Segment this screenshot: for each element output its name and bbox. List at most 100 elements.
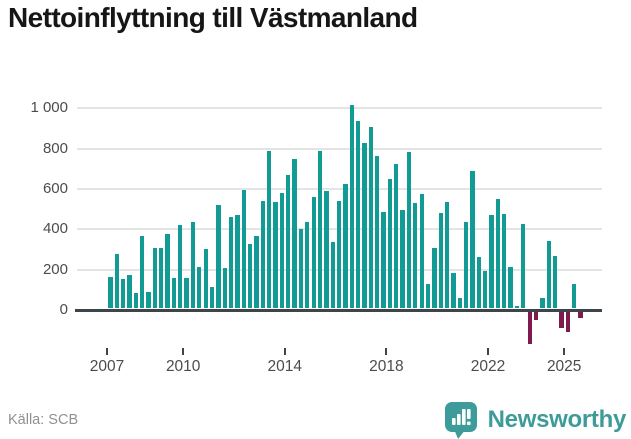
bar-2018-q1 [387, 179, 393, 309]
bar-2021-q4 [483, 271, 488, 309]
bar-2012-q1 [235, 214, 240, 309]
bar-2013-q3 [273, 201, 278, 309]
bar-2021-q3 [476, 257, 482, 309]
bar-2011-q2 [216, 204, 221, 309]
newsworthy-wordmark: Newsworthy [487, 406, 627, 433]
bar-2024-q2 [546, 240, 551, 309]
bar-2025-q3 [578, 311, 583, 318]
bar-2016-q3 [349, 104, 354, 309]
bar-2012-q2 [241, 190, 246, 309]
bar-2025-q1 [565, 311, 570, 332]
bar-2015-q4 [330, 241, 335, 309]
bar-2019-q3 [425, 284, 431, 309]
y-axis-label: 600 [42, 179, 68, 197]
bar-2007-q2 [114, 254, 119, 309]
bar-2024-q3 [552, 256, 558, 309]
bar-2016-q4 [356, 120, 361, 309]
y-axis-label: 1 000 [30, 99, 68, 117]
bar-2011-q4 [228, 216, 234, 309]
bar-2020-q4 [457, 298, 462, 309]
bar-2009-q4 [178, 224, 183, 309]
newsworthy-logo: Newsworthy [444, 401, 626, 439]
bar-2024-q1 [540, 298, 545, 309]
bar-2014-q1 [286, 175, 291, 309]
bar-2019-q2 [419, 194, 424, 309]
bar-2018-q2 [394, 164, 399, 309]
bar-2018-q4 [406, 152, 412, 309]
bar-2009-q3 [171, 278, 177, 309]
y-axis-label: 0 [59, 301, 68, 318]
x-axis-label-2018: 2018 [369, 358, 404, 375]
y-axis-label: 800 [42, 139, 68, 157]
page-title: Nettoinflyttning till Västmanland [8, 2, 418, 33]
bar-2009-q1 [159, 247, 164, 309]
x-tick-2007 [106, 348, 108, 355]
x-axis-label-2010: 2010 [165, 358, 201, 375]
bar-2013-q1 [260, 200, 266, 309]
x-axis-label-2025: 2025 [546, 358, 582, 375]
bar-2022-q2 [495, 198, 501, 309]
bar-2010-q3 [197, 267, 202, 309]
bar-2008-q2 [140, 235, 145, 309]
bar-2011-q1 [209, 287, 215, 309]
bar-2020-q1 [438, 212, 443, 309]
bar-2023-q4 [533, 311, 539, 320]
bar-2022-q4 [508, 267, 513, 309]
x-tick-2022 [487, 348, 489, 355]
bar-2015-q1 [311, 196, 316, 309]
bar-2008-q3 [146, 292, 151, 309]
bar-2023-q3 [527, 311, 532, 344]
bar-2009-q2 [165, 233, 170, 309]
bar-2020-q2 [444, 201, 450, 309]
gridline-y1000 [77, 107, 602, 110]
bar-2014-q2 [292, 159, 297, 309]
bar-2022-q1 [489, 214, 494, 309]
bar-2023-q1 [514, 306, 520, 309]
bar-2010-q2 [190, 221, 196, 309]
bar-2023-q2 [521, 223, 526, 309]
bar-2019-q4 [432, 247, 437, 309]
bar-2007-q3 [120, 279, 126, 309]
bar-2008-q1 [133, 293, 138, 309]
x-axis-line [75, 308, 602, 312]
bar-2017-q2 [368, 126, 374, 309]
bar-2017-q1 [362, 143, 367, 309]
x-axis-label-2022: 2022 [470, 358, 506, 375]
bar-2014-q3 [298, 228, 304, 309]
bar-2013-q2 [267, 151, 272, 309]
newsworthy-badge-icon [444, 402, 477, 439]
x-tick-2014 [283, 348, 286, 355]
gridline-y800 [77, 147, 602, 150]
bar-2010-q1 [184, 278, 189, 309]
bar-2015-q3 [324, 191, 329, 309]
bar-2008-q4 [152, 247, 158, 309]
x-axis-label-2014: 2014 [267, 358, 303, 375]
bar-2015-q2 [317, 151, 323, 309]
bar-2024-q4 [559, 311, 564, 328]
bar-2007-q4 [127, 275, 132, 309]
bar-2012-q4 [254, 235, 259, 309]
bar-2021-q1 [464, 221, 469, 309]
bar-2019-q1 [413, 202, 418, 309]
bar-2011-q3 [222, 268, 227, 309]
bar-2025-q2 [572, 284, 577, 309]
x-tick-2010 [182, 348, 185, 355]
x-axis-label-2007: 2007 [89, 358, 125, 375]
bar-2016-q2 [343, 184, 348, 309]
bar-2018-q3 [400, 209, 405, 309]
bar-2017-q3 [375, 156, 380, 309]
y-axis-label: 200 [42, 260, 68, 278]
bar-2007-q1 [108, 277, 113, 309]
bar-2014-q4 [305, 221, 310, 309]
y-axis-label: 400 [42, 220, 68, 238]
bar-2021-q2 [470, 171, 475, 309]
x-tick-2018 [385, 348, 388, 355]
bar-2013-q4 [279, 193, 285, 309]
bar-2017-q4 [381, 211, 386, 309]
bar-2022-q3 [502, 213, 507, 309]
bar-2012-q3 [248, 243, 253, 309]
bar-2010-q4 [203, 248, 208, 309]
bar-2020-q3 [451, 273, 456, 309]
